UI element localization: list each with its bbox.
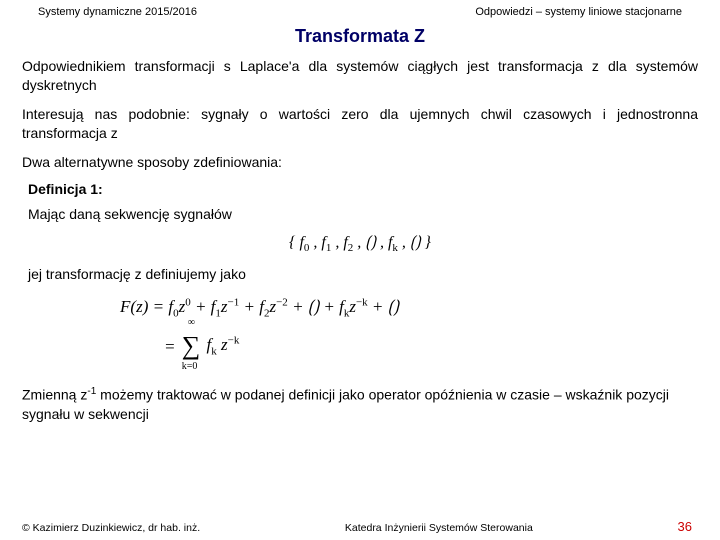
footer-left: © Kazimierz Duzinkiewicz, dr hab. inż. — [22, 522, 200, 534]
slide-title: Transformata Z — [0, 26, 720, 47]
paragraph-intro: Odpowiednikiem transformacji s Laplace'a… — [0, 57, 720, 95]
definition-label: Definicja 1: — [0, 181, 720, 197]
paragraph-define-as: jej transformację z definiujemy jako — [0, 265, 720, 284]
paragraph-ways: Dwa alternatywne sposoby zdefiniowania: — [0, 153, 720, 172]
formula-main: F(z) = f0z0 + f1z−1 + f2z−2 + ⟮⟯ + fkz−k… — [120, 293, 720, 367]
paragraph-given-seq: Mając daną sekwencję sygnałów — [0, 205, 720, 224]
header-row: Systemy dynamiczne 2015/2016 Odpowiedzi … — [0, 0, 720, 20]
formula-line-1: F(z) = f0z0 + f1z−1 + f2z−2 + ⟮⟯ + fkz−k… — [120, 293, 720, 323]
formula-line-2: = ∞ ∑ k=0 fk z−k — [164, 325, 720, 367]
paragraph-operator: Zmienną z-1 możemy traktować w podanej d… — [0, 385, 720, 423]
header-right: Odpowiedzi – systemy liniowe stacjonarne — [475, 6, 682, 18]
sum-upper: ∞ — [188, 315, 195, 331]
header-left: Systemy dynamiczne 2015/2016 — [38, 6, 197, 18]
formula-sequence: { f0 , f1 , f2 , ⟮⟯ , fk , ⟮⟯ } — [0, 234, 720, 254]
formula-sequence-text: { f0 , f1 , f2 , ⟮⟯ , fk , ⟮⟯ } — [289, 234, 431, 254]
footer-row: © Kazimierz Duzinkiewicz, dr hab. inż. K… — [0, 519, 720, 534]
footer-center: Katedra Inżynierii Systemów Sterowania — [345, 522, 533, 534]
p6-sup: -1 — [87, 386, 96, 397]
paragraph-interest: Interesują nas podobnie: sygnały o warto… — [0, 105, 720, 143]
sigma-icon: ∑ — [182, 331, 201, 360]
sum-lower: k=0 — [182, 359, 198, 375]
p6-part-a: Zmienną z — [22, 387, 87, 403]
slide: Systemy dynamiczne 2015/2016 Odpowiedzi … — [0, 0, 720, 540]
page-number: 36 — [678, 519, 692, 534]
p6-part-b: możemy traktować w podanej definicji jak… — [22, 387, 669, 422]
